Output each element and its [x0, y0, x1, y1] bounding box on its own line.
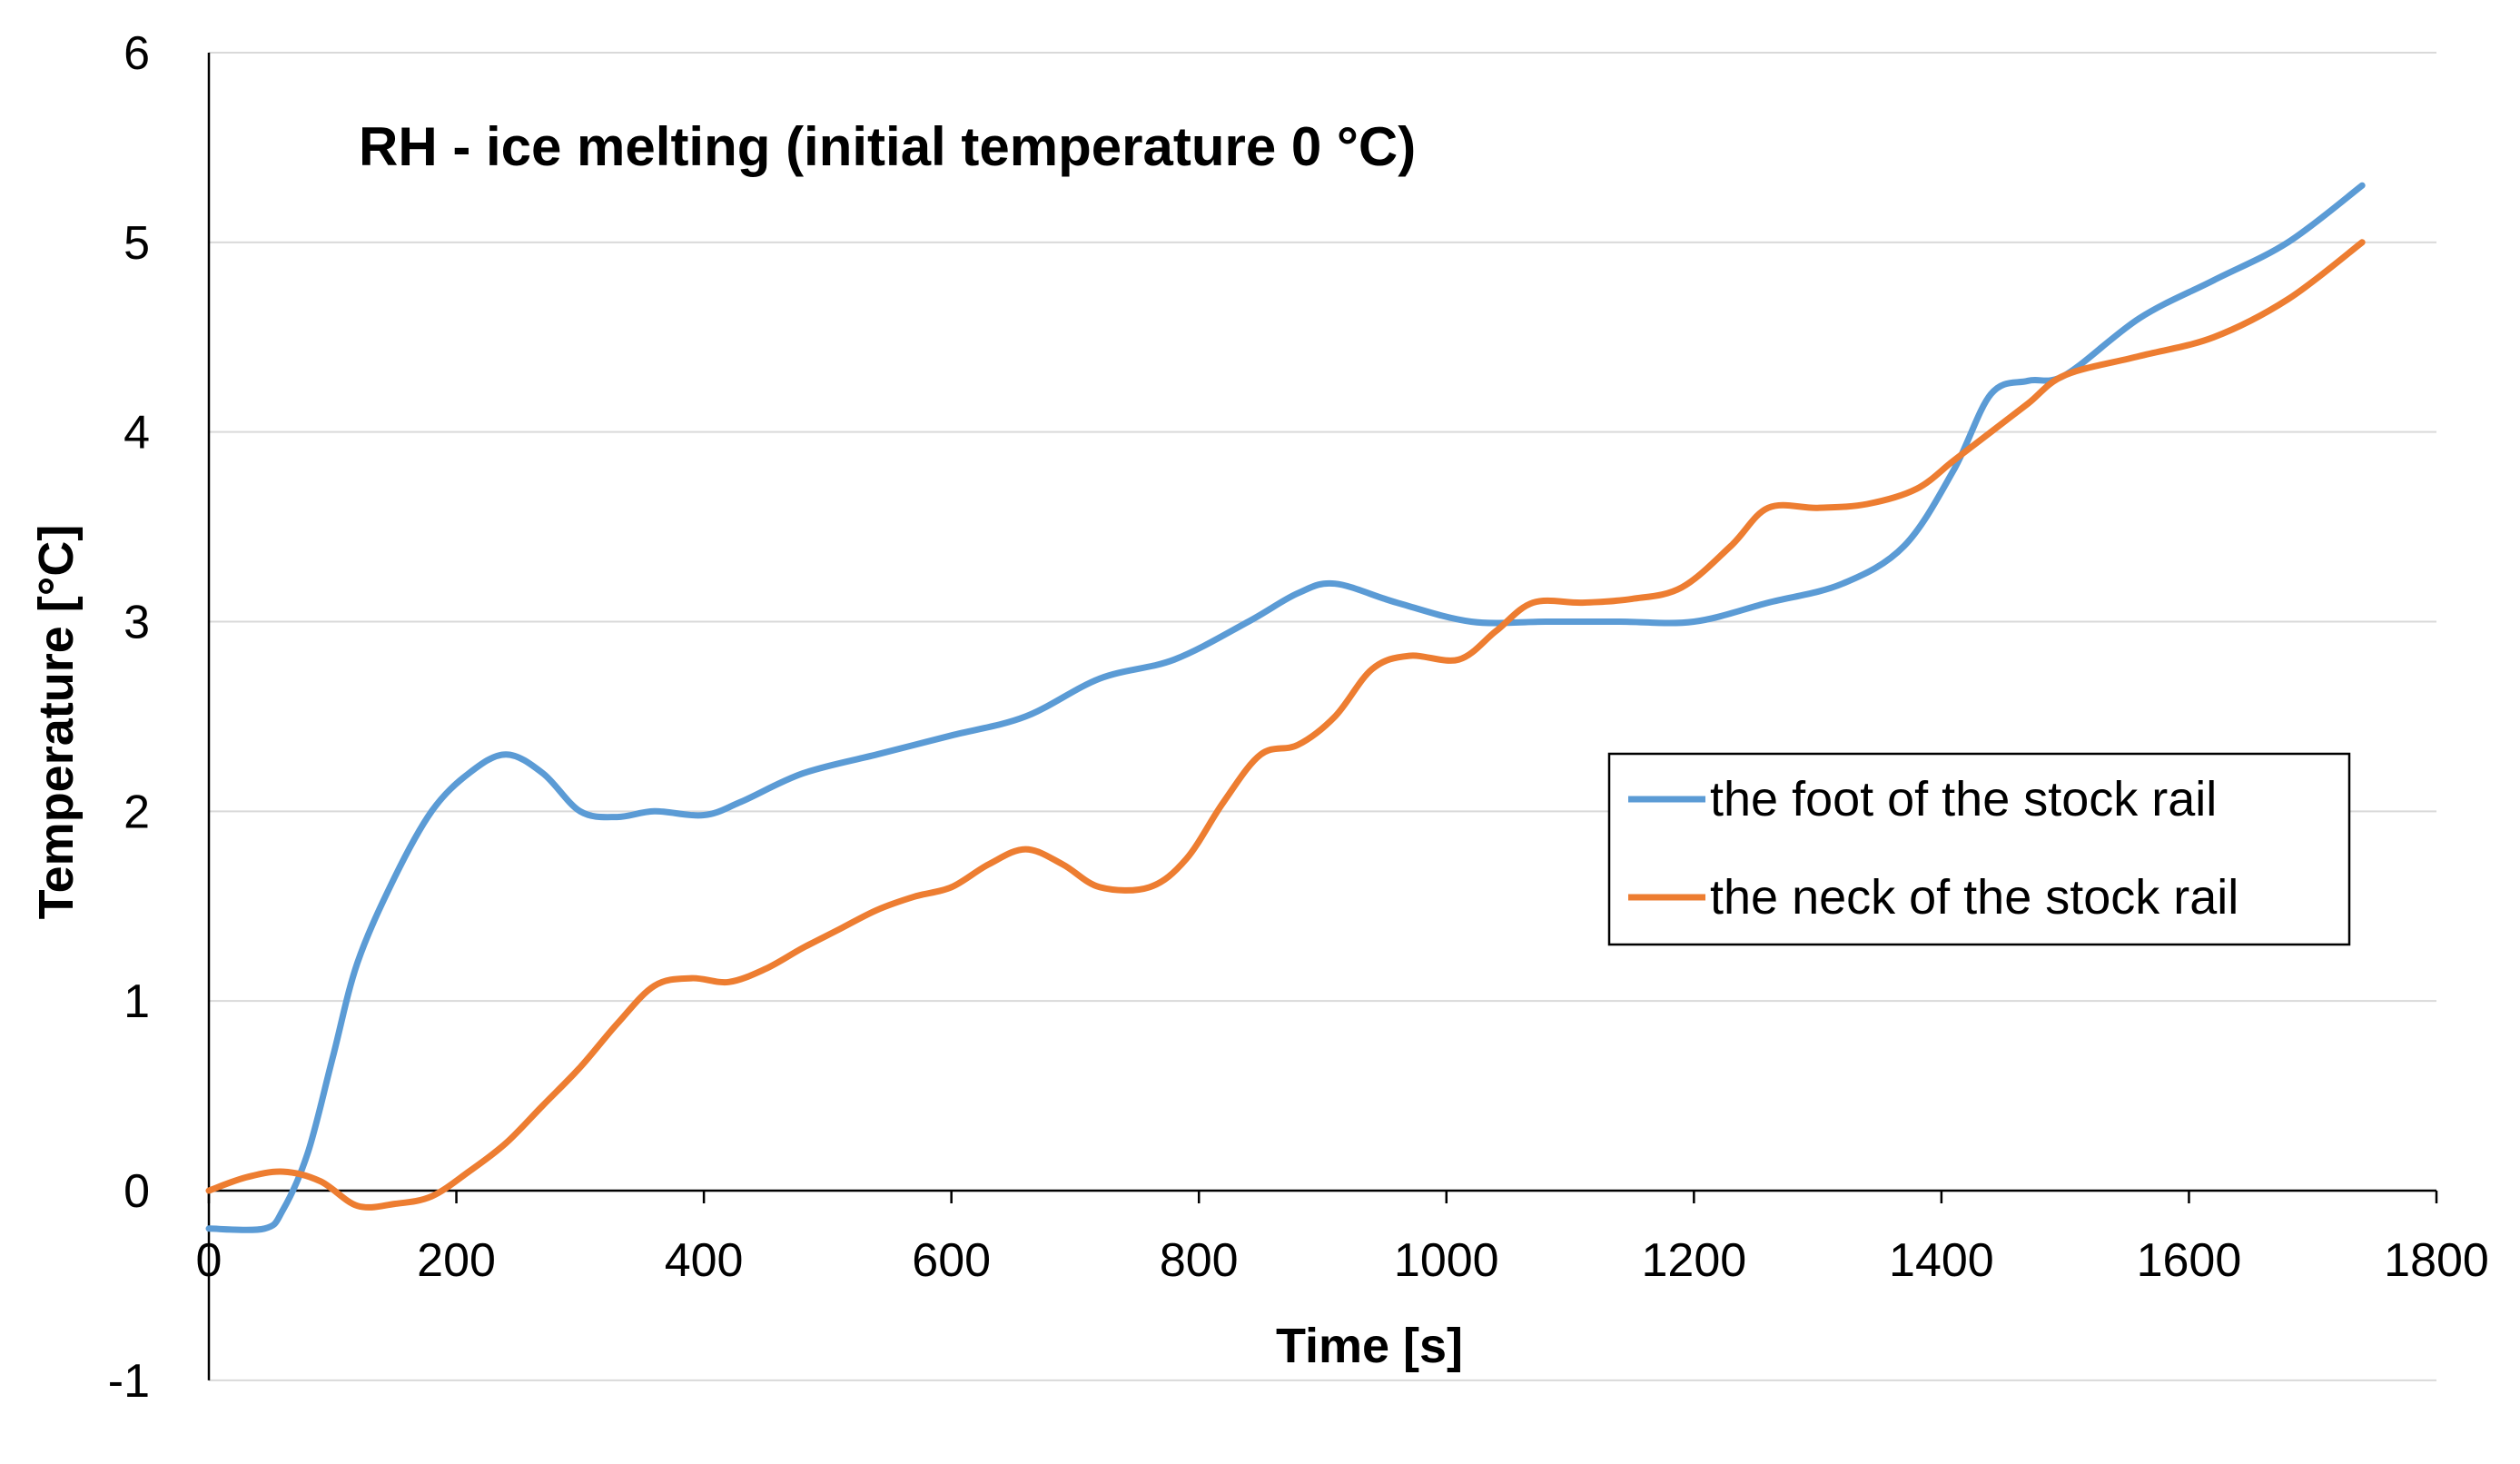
legend-label-neck: the neck of the stock rail [1710, 870, 2238, 925]
series-line-foot [205, 182, 2366, 1233]
x-tick-label: 800 [1160, 1234, 1239, 1287]
axes [207, 53, 2436, 1380]
x-tick-label: 1200 [1641, 1234, 1746, 1287]
y-axis-title: Temperature [°C] [29, 525, 84, 920]
x-tick-label: 0 [196, 1234, 222, 1287]
y-tick-labels: -1 0 1 2 3 4 5 6 [108, 27, 150, 1408]
chart-title: RH - ice melting (initial temperature 0 … [359, 116, 1416, 177]
y-tick-label: 3 [124, 597, 150, 649]
y-tick-label: 4 [124, 407, 150, 460]
series-line-neck [205, 239, 2366, 1211]
x-tick-label: 1600 [2137, 1234, 2242, 1287]
legend-label-foot: the foot of the stock rail [1710, 772, 2217, 826]
x-tick-labels: 0 200 400 600 800 1000 1200 1400 1600 1800 [196, 1191, 2489, 1287]
x-tick-label: 400 [665, 1234, 744, 1287]
y-tick-label: 2 [124, 786, 150, 838]
y-tick-label: 1 [124, 975, 150, 1028]
legend: the foot of the stock rail the neck of t… [1607, 752, 2351, 946]
x-tick-label: 1800 [2384, 1234, 2489, 1287]
legend-box [1607, 752, 2351, 946]
y-tick-label: 5 [124, 217, 150, 270]
x-tick-label: 200 [417, 1234, 496, 1287]
y-tick-label: 6 [124, 27, 150, 80]
x-tick-label: 1000 [1394, 1234, 1499, 1287]
y-tick-label: -1 [108, 1355, 150, 1408]
x-tick-label: 600 [912, 1234, 991, 1287]
x-tick-label: 1400 [1889, 1234, 1994, 1287]
data-series [205, 182, 2366, 1233]
x-axis-title: Time [s] [1276, 1319, 1463, 1373]
y-tick-label: 0 [124, 1165, 150, 1218]
